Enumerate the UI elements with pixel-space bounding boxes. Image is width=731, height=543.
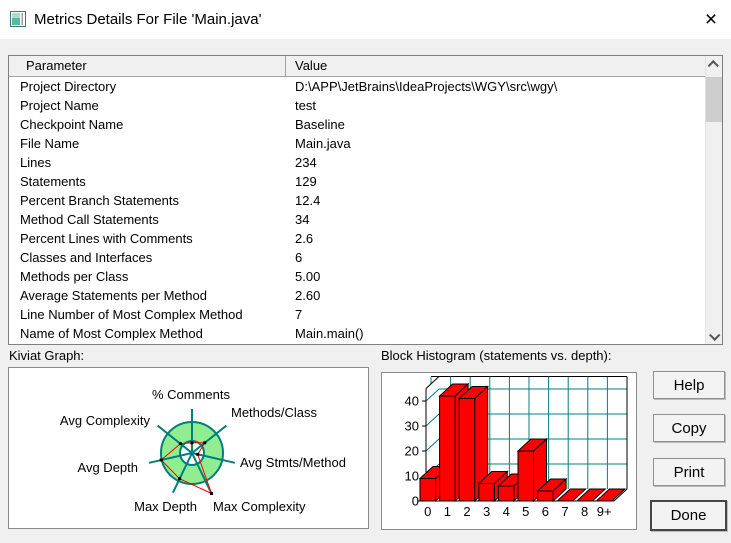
table-row[interactable]: Project Name test — [9, 96, 705, 115]
print-button[interactable]: Print — [653, 458, 725, 486]
table-row[interactable]: Percent Branch Statements 12.4 — [9, 191, 705, 210]
value-cell: 12.4 — [295, 193, 321, 208]
svg-text:Avg Stmts/Method: Avg Stmts/Method — [240, 455, 346, 470]
svg-text:5: 5 — [522, 504, 529, 519]
table-row[interactable]: Line Number of Most Complex Method 7 — [9, 305, 705, 324]
table-row[interactable]: Project Directory D:\APP\JetBrains\IdeaPr… — [9, 77, 705, 96]
table-header: Parameter Value — [9, 56, 705, 77]
parameter-cell: Name of Most Complex Method — [20, 326, 203, 341]
value-cell: 2.6 — [295, 231, 314, 246]
chevron-down-icon — [709, 329, 721, 341]
window-title: Metrics Details For File 'Main.java' — [34, 11, 262, 28]
parameter-cell: Method Call Statements — [20, 212, 159, 227]
column-header-parameter[interactable]: Parameter — [9, 56, 286, 76]
parameter-cell: Project Name — [20, 98, 99, 113]
table-row[interactable]: Percent Lines with Comments 2.6 — [9, 229, 705, 248]
svg-text:20: 20 — [405, 444, 419, 459]
svg-text:1: 1 — [444, 504, 451, 519]
value-cell: 129 — [295, 174, 317, 189]
value-cell: 2.60 — [295, 288, 321, 303]
svg-text:% Comments: % Comments — [152, 387, 231, 402]
parameter-cell: File Name — [20, 136, 80, 151]
value-cell: 34 — [295, 212, 310, 227]
svg-text:Methods/Class: Methods/Class — [231, 405, 317, 420]
scroll-down-button[interactable] — [706, 327, 722, 344]
parameter-cell: Project Directory — [20, 79, 117, 94]
svg-text:Max Complexity: Max Complexity — [213, 499, 306, 514]
svg-text:9+: 9+ — [597, 504, 612, 519]
parameter-cell: Statements — [20, 174, 86, 189]
table-row[interactable]: Method Call Statements 34 — [9, 210, 705, 229]
value-cell: Main.java — [295, 136, 351, 151]
close-icon: × — [704, 7, 718, 31]
metrics-table: Parameter Value Project Directory D:\APP\… — [8, 55, 723, 345]
value-cell: 6 — [295, 250, 303, 265]
value-cell: 5.00 — [295, 269, 321, 284]
svg-text:7: 7 — [561, 504, 568, 519]
svg-text:8: 8 — [581, 504, 588, 519]
app-icon — [10, 11, 26, 27]
value-cell: Baseline — [295, 117, 345, 132]
table-row[interactable]: Lines 234 — [9, 153, 705, 172]
svg-text:Avg Complexity: Avg Complexity — [60, 413, 151, 428]
block-histogram-panel: 0 10 20 30 40 0 1 2 3 4 5 6 7 8 9+ — [381, 372, 637, 530]
svg-text:0: 0 — [424, 504, 431, 519]
svg-text:2: 2 — [463, 504, 470, 519]
table-row[interactable]: Methods per Class 5.00 — [9, 267, 705, 286]
scrollbar-thumb[interactable] — [706, 77, 722, 122]
kiviat-graph-panel: % Comments Methods/Class Avg Stmts/Method M… — [8, 367, 369, 529]
parameter-cell: Classes and Interfaces — [20, 250, 153, 265]
chevron-up-icon — [707, 59, 719, 71]
table-row[interactable]: Average Statements per Method 2.60 — [9, 286, 705, 305]
svg-text:10: 10 — [405, 469, 419, 484]
vertical-scrollbar[interactable] — [705, 56, 722, 344]
help-button[interactable]: Help — [653, 371, 725, 399]
scroll-up-button[interactable] — [706, 56, 722, 73]
done-button[interactable]: Done — [650, 500, 727, 531]
close-button[interactable]: × — [691, 0, 731, 39]
svg-text:Max Depth: Max Depth — [134, 499, 197, 514]
svg-text:Avg Depth: Avg Depth — [78, 460, 138, 475]
table-row[interactable]: File Name Main.java — [9, 134, 705, 153]
svg-text:4: 4 — [503, 504, 510, 519]
table-body: Project Directory D:\APP\JetBrains\IdeaPr… — [9, 77, 705, 344]
parameter-cell: Checkpoint Name — [20, 117, 124, 132]
parameter-cell: Lines — [20, 155, 52, 170]
parameter-cell: Percent Branch Statements — [20, 193, 179, 208]
svg-text:6: 6 — [542, 504, 549, 519]
title-bar: Metrics Details For File 'Main.java' × — [0, 0, 731, 39]
table-row[interactable]: Statements 129 — [9, 172, 705, 191]
svg-text:3: 3 — [483, 504, 490, 519]
parameter-cell: Methods per Class — [20, 269, 129, 284]
block-histogram-label: Block Histogram (statements vs. depth): — [381, 348, 612, 363]
parameter-cell: Average Statements per Method — [20, 288, 207, 303]
value-cell: 7 — [295, 307, 303, 322]
table-row[interactable]: Name of Most Complex Method Main.main() — [9, 324, 705, 343]
copy-button[interactable]: Copy — [653, 414, 725, 442]
kiviat-graph-label: Kiviat Graph: — [9, 348, 85, 363]
svg-text:40: 40 — [405, 394, 419, 409]
column-header-value[interactable]: Value — [295, 58, 328, 73]
value-cell: Main.main() — [295, 326, 364, 341]
value-cell: test — [295, 98, 316, 113]
svg-text:30: 30 — [405, 419, 419, 434]
table-row[interactable]: Classes and Interfaces 6 — [9, 248, 705, 267]
parameter-cell: Percent Lines with Comments — [20, 231, 193, 246]
value-cell: D:\APP\JetBrains\IdeaProjects\WGY\src\wg… — [295, 79, 558, 94]
table-row[interactable]: Checkpoint Name Baseline — [9, 115, 705, 134]
parameter-cell: Line Number of Most Complex Method — [20, 307, 243, 322]
svg-text:0: 0 — [412, 494, 419, 509]
value-cell: 234 — [295, 155, 317, 170]
